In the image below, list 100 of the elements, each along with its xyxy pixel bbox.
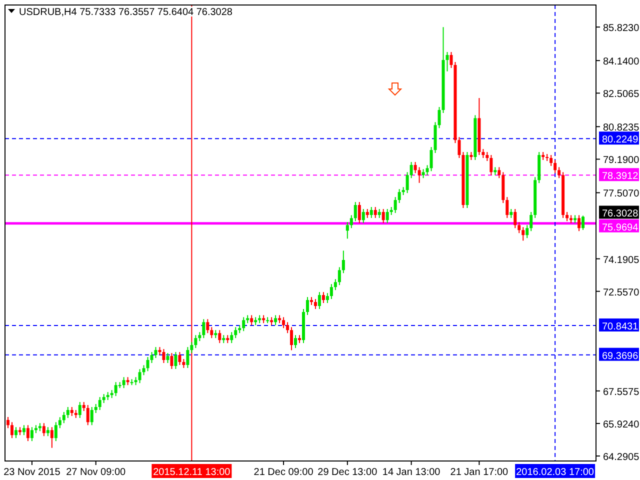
candlestick [394,196,397,214]
candlestick [446,52,449,72]
candlestick [578,214,581,232]
candlestick [218,330,222,344]
candlestick [42,422,46,437]
candlestick [414,161,417,174]
ref-line-label: 75.9694 [602,222,639,234]
candlestick [58,416,62,429]
candlestick [406,172,409,194]
ref-line-label: 70.8431 [602,321,639,332]
ref-line-label: 78.3912 [602,171,639,182]
candlestick [138,368,142,384]
x-tick-label: 27 Nov 09:00 [66,467,126,478]
candlestick [286,322,290,334]
candlestick [186,346,190,368]
candlestick [230,332,234,344]
candlestick [62,411,66,424]
y-tick-label: 85.8230 [603,23,640,34]
candlestick [98,396,102,410]
candlestick [418,166,421,184]
candlestick [146,356,150,372]
candlestick [382,208,385,224]
candlestick [398,188,401,204]
ref-line-label: 69.3696 [602,350,639,362]
candlestick [142,364,146,376]
candlestick [318,292,321,310]
x-tick-label: 21 Jan 17:00 [450,467,509,478]
candlestick [498,166,501,179]
candlestick [346,222,349,240]
candlestick [250,314,254,326]
candlestick [210,326,214,339]
candlestick [294,334,298,349]
candlestick [566,211,569,222]
candlestick [234,326,238,339]
candlestick [386,208,389,224]
y-tick-label: 79.1900 [603,155,640,166]
candlestick [66,406,70,418]
candlestick [194,334,198,349]
candlestick [518,222,521,234]
candlestick [90,406,94,426]
candlestick [582,215,585,230]
x-tick-label: 23 Nov 2015 [4,467,61,478]
x-tick-label: 14 Jan 13:00 [382,467,441,478]
candlestick [78,402,82,418]
candlestick [358,202,361,224]
candlestick [430,146,433,172]
candlestick [202,318,206,339]
candlestick [522,226,525,242]
candlestick [6,416,10,429]
candlestick [458,136,461,158]
y-tick-label: 72.5570 [603,287,640,298]
candlestick [190,342,194,354]
candlestick [530,211,533,232]
candlestick [410,161,413,179]
candlestick [450,52,453,68]
candlestick [50,426,54,448]
x-tick-label: 29 Dec 13:00 [318,467,378,478]
y-tick-label: 74.1905 [603,254,640,266]
x-tick-label: 21 Dec 09:00 [254,467,314,478]
x-tick-label: 2016.02.03 17:00 [516,467,594,478]
candlestick [490,154,493,176]
y-tick-label: 84.1400 [603,56,640,68]
candlestick [350,214,353,229]
candlestick [342,250,345,274]
y-tick-label: 82.5065 [603,89,640,100]
candlestick [122,376,126,389]
candlestick [154,346,158,359]
candlestick [10,422,14,439]
candlestick [114,382,118,397]
candlestick [334,278,337,291]
y-tick-label: 65.9240 [603,419,640,430]
candlestick [274,314,278,326]
candlestick [322,292,325,304]
y-tick-label: 64.2905 [603,452,640,464]
candlestick [178,352,182,366]
text: 76.3028 [602,208,639,220]
candlestick [206,318,210,334]
candlestick [326,292,329,304]
candlestick [14,426,18,439]
candlestick [314,298,317,310]
candlestick [54,422,58,442]
candlestick [506,196,509,218]
candlestick [306,296,309,316]
candlestick [354,202,357,222]
candlestick [554,159,557,174]
candlestick [526,224,529,239]
candlestick [170,352,174,370]
candlestick [550,154,553,166]
candlestick [30,426,34,442]
candlestick [426,164,429,176]
candlestick [362,208,365,224]
candlestick [26,424,30,442]
candlestick [338,266,341,286]
candlestick [166,352,170,364]
candlestick [290,326,294,351]
y-tick-label: 80.8235 [603,122,640,134]
candlestick [174,352,178,370]
candlestick [242,316,246,332]
candlestick [514,208,517,229]
y-tick-label: 77.5070 [603,188,640,200]
